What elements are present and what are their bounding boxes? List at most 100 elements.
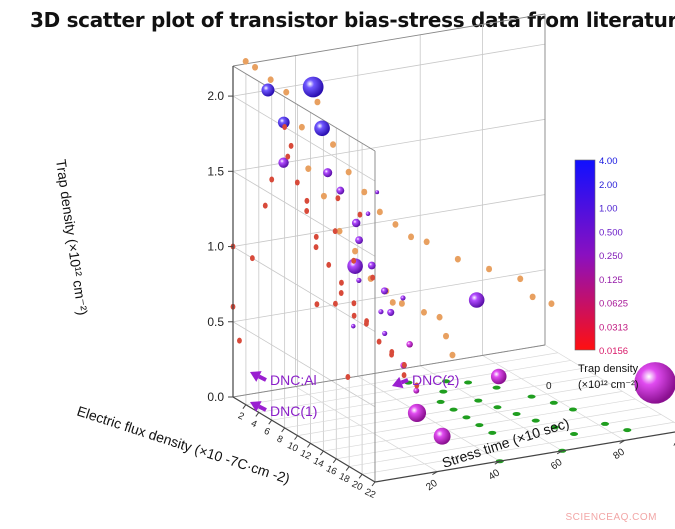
orange-point <box>352 247 359 255</box>
annotation-arrow <box>400 378 409 385</box>
z-tick-label: 2.0 <box>207 89 224 103</box>
annotation-arrowhead <box>392 376 404 389</box>
z-tick-label: 0.5 <box>207 315 224 329</box>
orange-point <box>443 332 450 340</box>
red-point <box>326 261 332 268</box>
red-point <box>351 312 357 319</box>
green-point <box>474 398 483 403</box>
x-tick <box>281 427 286 433</box>
z-tick-label: 0.0 <box>207 390 224 404</box>
x-tick-label: 12 <box>298 448 312 462</box>
orange-point <box>486 265 493 273</box>
orange-point <box>423 238 430 246</box>
x-tick <box>319 450 324 456</box>
green-point <box>527 394 536 399</box>
sphere-point <box>375 190 380 195</box>
grid-line <box>232 194 546 247</box>
red-point <box>351 300 357 307</box>
orange-point <box>345 168 352 176</box>
sphere-point <box>382 330 388 337</box>
red-point <box>401 361 407 368</box>
grid-line <box>271 367 584 421</box>
y-axis-line <box>374 431 675 483</box>
sphere-point <box>490 368 507 385</box>
sphere-point <box>314 120 330 137</box>
x-tick <box>242 404 247 410</box>
box-edge <box>232 13 546 67</box>
box-edge <box>232 344 546 398</box>
green-point <box>601 421 610 426</box>
x-axis-line <box>232 396 376 483</box>
z-tick-label: 1.0 <box>207 240 224 254</box>
grid-lines <box>232 13 675 483</box>
red-point <box>314 301 320 308</box>
colorbar-label: 0.500 <box>599 227 623 238</box>
x-tick <box>345 466 350 471</box>
red-point <box>288 142 294 149</box>
orange-point <box>305 165 312 172</box>
grid-line <box>232 321 376 408</box>
red-point <box>304 197 310 204</box>
green-point <box>568 407 577 412</box>
red-point <box>237 337 242 344</box>
colorbar-unit: (×10¹² cm⁻²) <box>578 379 639 391</box>
orange-point <box>436 313 443 321</box>
green-point <box>464 380 473 385</box>
colorbar-label: 1.00 <box>599 204 618 215</box>
grid-line <box>232 170 376 257</box>
sphere-point <box>365 211 371 216</box>
green-point <box>488 430 497 435</box>
colorbar: 4.00 2.00 1.00 0.500 0.250 0.125 0.0625 0.0313 0… <box>574 156 639 391</box>
red-point <box>333 300 338 307</box>
orange-point <box>336 227 343 235</box>
x-tick <box>255 412 260 417</box>
orange-point <box>242 58 249 65</box>
sphere-point <box>351 218 361 228</box>
orange-point <box>420 308 427 316</box>
orange-point <box>449 351 456 359</box>
grid-line <box>232 269 546 323</box>
green-point <box>550 425 559 430</box>
grid-line <box>232 43 546 97</box>
green-point <box>549 400 558 405</box>
data-points <box>230 58 675 464</box>
x-tick-label: 18 <box>337 471 351 485</box>
x-tick-label: 8 <box>275 434 284 446</box>
red-point <box>345 373 351 380</box>
red-point <box>304 208 310 215</box>
x-tick <box>294 435 298 440</box>
red-point <box>282 124 288 130</box>
red-point <box>285 153 291 160</box>
red-point <box>338 289 344 296</box>
green-point <box>475 423 484 428</box>
red-point <box>357 211 363 218</box>
sphere-point <box>406 341 413 348</box>
orange-point <box>298 123 305 131</box>
orange-point <box>361 188 368 196</box>
x-tick-label: 20 <box>350 479 364 493</box>
orange-point <box>548 300 555 308</box>
red-point <box>401 372 407 379</box>
x-tick-label: 16 <box>324 463 338 477</box>
red-point <box>332 228 338 235</box>
red-point <box>351 257 357 264</box>
orange-point <box>320 192 327 200</box>
red-point <box>339 279 344 286</box>
colorbar-label: 0.0625 <box>599 299 628 310</box>
annotation-arrow <box>258 374 267 382</box>
orange-point <box>314 98 321 106</box>
y-tick <box>619 439 625 444</box>
annotation-arrowhead <box>250 401 262 412</box>
sphere-point <box>351 323 356 329</box>
orange-point <box>454 255 461 263</box>
orange-point <box>392 221 399 228</box>
grid-line <box>482 355 625 441</box>
green-point <box>570 432 579 437</box>
y-tick <box>432 471 438 476</box>
colorbar-label: 0.0156 <box>599 346 628 357</box>
orange-point <box>517 275 524 283</box>
sphere-point <box>277 116 290 129</box>
sphere-point <box>387 308 395 317</box>
grid-line <box>295 386 438 472</box>
orange-point <box>283 88 290 96</box>
